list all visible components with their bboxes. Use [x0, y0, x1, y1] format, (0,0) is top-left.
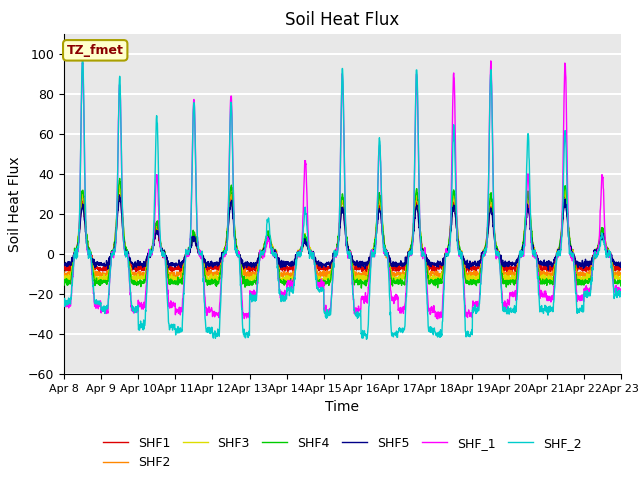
SHF_2 [617, 290, 625, 296]
SHF2 [60, 268, 68, 274]
SHF_2 [371, 244, 379, 250]
SHF5 [60, 261, 68, 267]
SHF_1 [358, 293, 366, 299]
SHF_1 [434, 316, 442, 322]
Line: SHF_2: SHF_2 [64, 56, 621, 339]
SHF5 [545, 267, 552, 273]
SHF2 [568, 251, 576, 256]
X-axis label: Time: Time [325, 400, 360, 414]
SHF4 [568, 250, 576, 256]
SHF5 [216, 257, 223, 263]
Line: SHF4: SHF4 [64, 179, 621, 288]
SHF_1 [568, 251, 576, 256]
SHF4 [358, 285, 365, 291]
SHF_1 [487, 58, 495, 64]
SHF_2 [568, 253, 576, 259]
SHF_2 [60, 300, 68, 306]
SHF_1 [216, 315, 223, 321]
Text: TZ_fmet: TZ_fmet [67, 44, 124, 57]
SHF_2 [505, 310, 513, 316]
SHF5 [116, 192, 124, 198]
SHF3 [60, 276, 68, 282]
SHF3 [371, 237, 379, 242]
SHF_2 [363, 336, 371, 342]
Line: SHF1: SHF1 [64, 195, 621, 273]
SHF3 [504, 280, 511, 286]
SHF4 [359, 280, 367, 286]
SHF5 [617, 260, 625, 265]
SHF5 [584, 261, 591, 267]
SHF1 [584, 265, 591, 271]
SHF4 [584, 280, 591, 286]
Line: SHF5: SHF5 [64, 195, 621, 270]
SHF1 [505, 264, 513, 270]
Line: SHF2: SHF2 [64, 187, 621, 280]
SHF4 [216, 275, 223, 281]
SHF_2 [79, 53, 86, 59]
SHF4 [371, 237, 379, 242]
SHF_1 [371, 254, 378, 260]
SHF_1 [505, 301, 513, 307]
SHF3 [584, 276, 591, 281]
SHF3 [116, 180, 124, 185]
SHF_1 [584, 288, 591, 294]
SHF1 [568, 247, 576, 253]
Line: SHF_1: SHF_1 [64, 61, 621, 319]
SHF1 [115, 192, 123, 198]
SHF1 [60, 263, 68, 268]
SHF4 [505, 280, 513, 286]
Title: Soil Heat Flux: Soil Heat Flux [285, 11, 399, 29]
SHF2 [584, 269, 591, 275]
SHF2 [371, 243, 379, 249]
SHF3 [359, 275, 367, 281]
Line: SHF3: SHF3 [64, 182, 621, 283]
SHF1 [362, 270, 370, 276]
SHF3 [568, 252, 576, 258]
SHF_2 [359, 327, 367, 333]
SHF4 [116, 176, 124, 181]
SHF4 [60, 279, 68, 285]
SHF_2 [584, 291, 591, 297]
SHF5 [359, 262, 367, 267]
Legend: SHF1, SHF2, SHF3, SHF4, SHF5, SHF_1, SHF_2: SHF1, SHF2, SHF3, SHF4, SHF5, SHF_1, SHF… [98, 432, 587, 474]
SHF2 [116, 184, 124, 190]
SHF3 [216, 277, 223, 283]
SHF2 [617, 272, 625, 278]
SHF5 [504, 263, 512, 268]
SHF_2 [216, 325, 223, 331]
SHF2 [216, 269, 223, 275]
SHF1 [216, 267, 223, 273]
SHF_1 [617, 288, 625, 294]
SHF5 [568, 250, 576, 256]
SHF_1 [60, 300, 68, 306]
Y-axis label: Soil Heat Flux: Soil Heat Flux [8, 156, 22, 252]
SHF1 [617, 267, 625, 273]
SHF1 [359, 266, 367, 272]
SHF3 [505, 277, 513, 283]
SHF2 [502, 277, 510, 283]
SHF2 [359, 275, 367, 281]
SHF2 [505, 267, 513, 273]
SHF3 [617, 273, 625, 278]
SHF4 [617, 283, 625, 288]
SHF5 [371, 244, 379, 250]
SHF1 [371, 240, 379, 246]
